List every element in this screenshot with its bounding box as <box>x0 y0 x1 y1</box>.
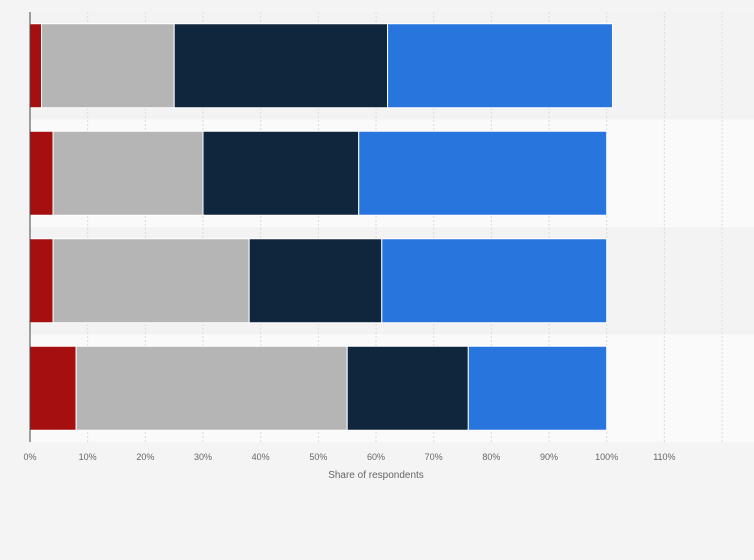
x-tick-label: 50% <box>309 452 327 462</box>
x-tick-label: 100% <box>595 452 618 462</box>
x-tick-label: 40% <box>252 452 270 462</box>
bar-segment-row2-series4 <box>358 130 608 216</box>
x-tick-label: 10% <box>79 452 97 462</box>
x-tick-label: 60% <box>367 452 385 462</box>
bar-segment-row4-series3 <box>346 345 469 431</box>
bar-segment-row4-series2 <box>75 345 348 431</box>
x-tick-label: 30% <box>194 452 212 462</box>
bar-segment-row3-series2 <box>52 238 250 324</box>
bar-segment-row1-series1 <box>29 23 43 109</box>
x-tick-label: 80% <box>482 452 500 462</box>
x-axis-title: Share of respondents <box>328 470 424 481</box>
x-tick-label: 90% <box>540 452 558 462</box>
bar-segment-row3-series1 <box>29 238 54 324</box>
bar-segment-row2-series2 <box>52 130 204 216</box>
bar-segment-row1-series4 <box>387 23 613 109</box>
bar-segments <box>29 23 613 431</box>
bar-segment-row4-series4 <box>467 345 608 431</box>
bar-segment-row1-series2 <box>41 23 175 109</box>
bar-segment-row3-series4 <box>381 238 608 324</box>
bar-segment-row2-series1 <box>29 130 54 216</box>
bar-segment-row2-series3 <box>202 130 360 216</box>
bar-segment-row3-series3 <box>248 238 383 324</box>
x-tick-label: 70% <box>425 452 443 462</box>
x-tick-label: 0% <box>23 452 36 462</box>
x-tick-label: 110% <box>653 452 675 462</box>
bar-segment-row1-series3 <box>173 23 389 109</box>
bar-segment-row4-series1 <box>29 345 77 431</box>
x-tick-label: 20% <box>136 452 154 462</box>
x-tick-labels: 0% 10% 20% 30% 40% 50% 60% 70% 80% 90% 100% 110% <box>23 452 675 462</box>
